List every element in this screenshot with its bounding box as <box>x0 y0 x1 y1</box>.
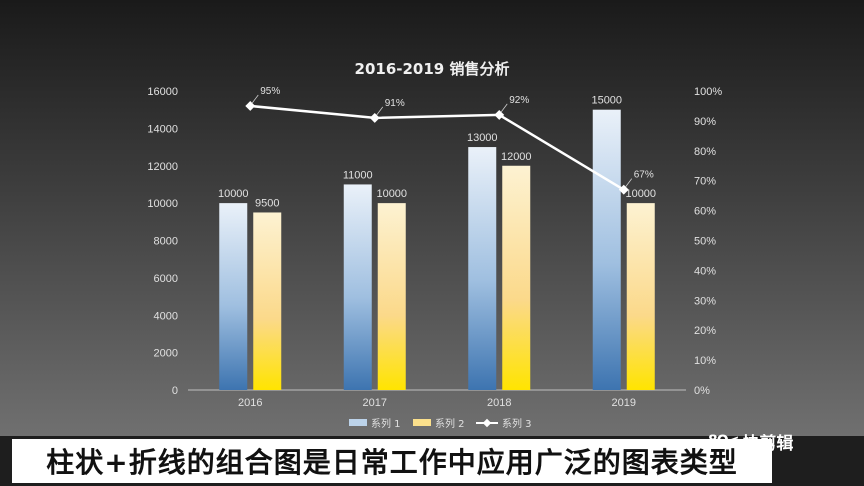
legend-label: 系列 3 <box>502 417 532 430</box>
x-tick-label: 2018 <box>487 397 511 409</box>
bar-data-label: 15000 <box>591 95 622 107</box>
y-right-tick-label: 20% <box>694 325 716 337</box>
line-label-leader <box>500 103 508 113</box>
y-left-tick-label: 8000 <box>154 236 178 248</box>
line-label-leader <box>251 94 259 104</box>
x-tick-label: 2019 <box>612 397 636 409</box>
line-point-marker <box>618 184 629 195</box>
y-right-tick-label: 10% <box>694 355 716 367</box>
y-right-tick-label: 50% <box>694 236 716 248</box>
line-data-label: 92% <box>509 95 529 106</box>
y-right-tick-label: 60% <box>694 206 716 218</box>
line-data-label: 67% <box>634 170 654 181</box>
bar-series-1 <box>343 184 372 390</box>
y-left-tick-label: 2000 <box>154 348 178 360</box>
line-data-label: 95% <box>260 86 280 97</box>
bar-data-label: 9500 <box>255 197 279 209</box>
bar-data-label: 11000 <box>343 169 373 181</box>
line-data-label: 91% <box>385 98 405 109</box>
bar-series-2 <box>502 165 531 390</box>
watermark: 8O< 快剪辑 <box>708 430 794 454</box>
y-right-tick-label: 0% <box>694 385 710 397</box>
y-left-tick-label: 6000 <box>154 273 178 285</box>
y-left-tick-label: 0 <box>172 385 178 397</box>
line-series-3 <box>250 104 625 191</box>
legend-swatch <box>413 419 431 426</box>
y-right-tick-label: 30% <box>694 295 716 307</box>
y-right-tick-label: 90% <box>694 116 716 128</box>
legend-marker <box>482 418 492 428</box>
legend-label: 系列 2 <box>435 417 465 430</box>
line-point-marker <box>369 112 380 123</box>
y-right-tick-label: 70% <box>694 176 716 188</box>
y-left-tick-label: 14000 <box>147 123 178 135</box>
bar-data-label: 12000 <box>501 151 532 163</box>
y-left-tick-label: 4000 <box>154 310 178 322</box>
y-right-tick-label: 80% <box>694 146 716 158</box>
x-tick-label: 2017 <box>363 397 387 409</box>
bar-series-1 <box>468 147 497 390</box>
y-left-tick-label: 12000 <box>147 161 178 173</box>
bar-series-2 <box>626 203 655 390</box>
y-right-tick-label: 40% <box>694 265 716 277</box>
caption-text: 柱状+折线的组合图是日常工作中应用广泛的图表类型 <box>46 446 738 479</box>
bar-data-label: 10000 <box>625 188 656 200</box>
y-left-tick-label: 16000 <box>147 86 178 98</box>
chart-title: 2016-2019 销售分析 <box>355 60 510 78</box>
x-tick-label: 2016 <box>238 397 262 409</box>
y-right-tick-label: 100% <box>694 86 722 98</box>
line-point-marker <box>245 101 256 111</box>
bar-data-label: 10000 <box>376 188 407 200</box>
line-label-leader <box>376 106 384 116</box>
bar-data-label: 13000 <box>467 132 498 144</box>
legend-label: 系列 1 <box>371 417 401 430</box>
bar-series-1 <box>592 109 621 390</box>
y-left-tick-label: 10000 <box>147 198 178 210</box>
line-label-leader <box>625 178 633 187</box>
bar-data-label: 10000 <box>218 188 249 200</box>
watermark-logo: 8O< <box>708 433 739 449</box>
caption-box: 柱状+折线的组合图是日常工作中应用广泛的图表类型 <box>12 439 772 483</box>
bar-series-1 <box>219 203 248 390</box>
bar-series-2 <box>253 212 282 390</box>
bar-series-2 <box>377 203 406 390</box>
legend-swatch <box>349 419 367 426</box>
watermark-text: 快剪辑 <box>742 433 794 454</box>
